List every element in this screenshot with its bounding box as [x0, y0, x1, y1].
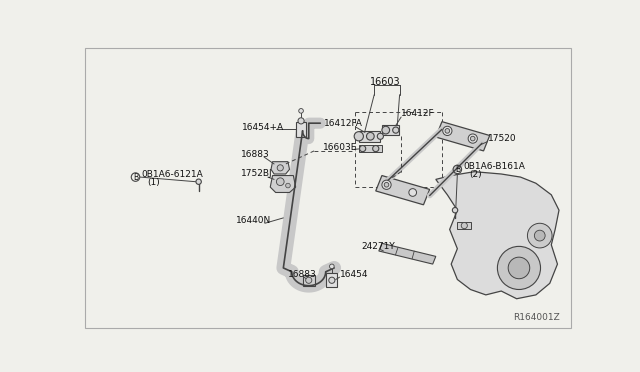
Bar	[359, 131, 380, 142]
Bar	[303, 275, 315, 286]
Circle shape	[360, 145, 365, 152]
Circle shape	[329, 277, 335, 283]
Bar	[296, 122, 307, 137]
Text: 16412F: 16412F	[401, 109, 435, 118]
Circle shape	[330, 264, 334, 269]
Circle shape	[367, 132, 374, 140]
Circle shape	[468, 134, 477, 143]
Text: B: B	[455, 165, 460, 174]
Text: 16603E: 16603E	[323, 142, 357, 151]
Polygon shape	[436, 122, 490, 151]
Polygon shape	[436, 172, 559, 299]
Circle shape	[470, 136, 475, 141]
Circle shape	[527, 223, 552, 248]
Text: 16454+A: 16454+A	[242, 122, 284, 132]
Circle shape	[277, 165, 284, 171]
Circle shape	[443, 126, 452, 135]
Text: 16603: 16603	[371, 77, 401, 87]
Text: 24271Y: 24271Y	[361, 242, 395, 251]
Bar	[326, 273, 337, 287]
Polygon shape	[379, 243, 436, 264]
Circle shape	[354, 132, 364, 141]
Text: R164001Z: R164001Z	[513, 314, 559, 323]
Text: 16440N: 16440N	[236, 216, 271, 225]
Circle shape	[378, 133, 383, 140]
Text: (2): (2)	[469, 170, 481, 179]
Circle shape	[298, 118, 304, 124]
Circle shape	[299, 109, 303, 113]
Bar	[382, 125, 399, 135]
Circle shape	[452, 208, 458, 213]
Text: 16883: 16883	[241, 150, 269, 159]
Circle shape	[384, 183, 389, 187]
Circle shape	[382, 180, 391, 189]
Polygon shape	[376, 176, 429, 205]
Circle shape	[306, 277, 312, 283]
Circle shape	[285, 183, 291, 188]
Text: 16883: 16883	[288, 270, 317, 279]
Text: 16412FA: 16412FA	[324, 119, 363, 128]
Circle shape	[372, 145, 379, 152]
Polygon shape	[271, 162, 289, 174]
Circle shape	[445, 129, 450, 133]
Circle shape	[461, 222, 467, 229]
Circle shape	[409, 189, 417, 196]
Text: 1752BJ: 1752BJ	[241, 170, 273, 179]
Bar	[359, 145, 382, 153]
Circle shape	[196, 179, 202, 185]
Polygon shape	[270, 176, 296, 192]
Circle shape	[382, 126, 390, 134]
Text: B: B	[133, 173, 138, 182]
Circle shape	[534, 230, 545, 241]
Text: 0B1A6-B161A: 0B1A6-B161A	[463, 162, 525, 171]
Circle shape	[276, 178, 284, 186]
Text: 17520: 17520	[488, 134, 516, 143]
Circle shape	[393, 127, 399, 133]
Text: 16454: 16454	[340, 270, 368, 279]
Text: (1): (1)	[147, 178, 160, 187]
Bar	[458, 222, 471, 230]
Circle shape	[508, 257, 530, 279]
Text: 0B1A6-6121A: 0B1A6-6121A	[141, 170, 204, 179]
Circle shape	[497, 246, 541, 289]
